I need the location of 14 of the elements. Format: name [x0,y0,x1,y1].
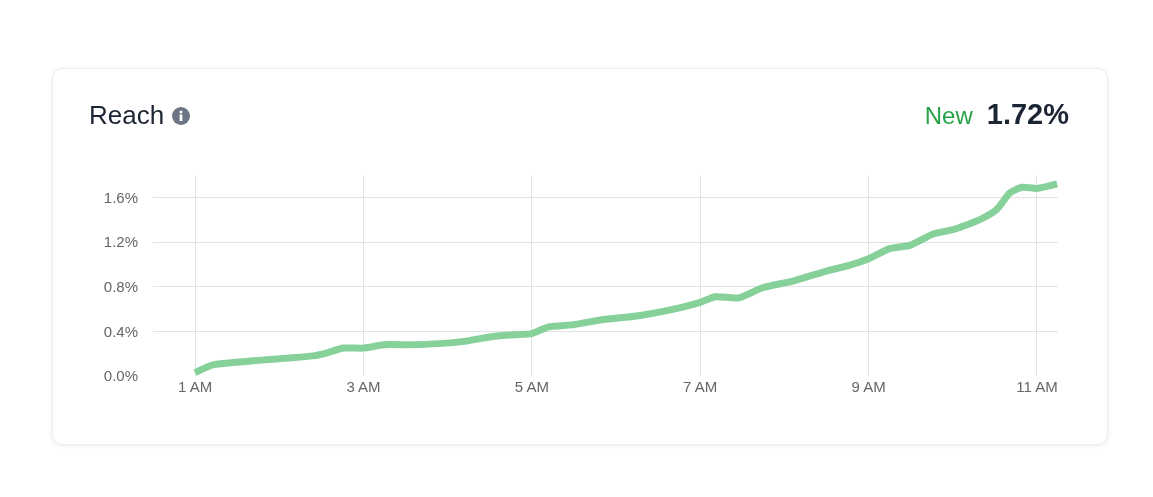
y-tick-label: 0.8% [103,277,138,295]
x-tick-label: 3 AM [346,378,381,395]
x-tick-label: 1 AM [178,378,213,395]
y-tick-label: 1.2% [103,233,138,251]
y-tick-label: 0.4% [103,322,138,340]
x-tick-label: 5 AM [514,378,549,395]
text: New [924,102,973,130]
y-tick-label: 0.0% [103,367,138,385]
chart-title: Reach [89,100,165,131]
x-tick-label: 9 AM [851,378,886,395]
text: 1.72% [986,98,1069,131]
x-tick-label: 7 AM [683,378,718,395]
y-tick-label: 1.6% [103,188,138,206]
x-tick-label: 11 AM [1016,378,1058,395]
